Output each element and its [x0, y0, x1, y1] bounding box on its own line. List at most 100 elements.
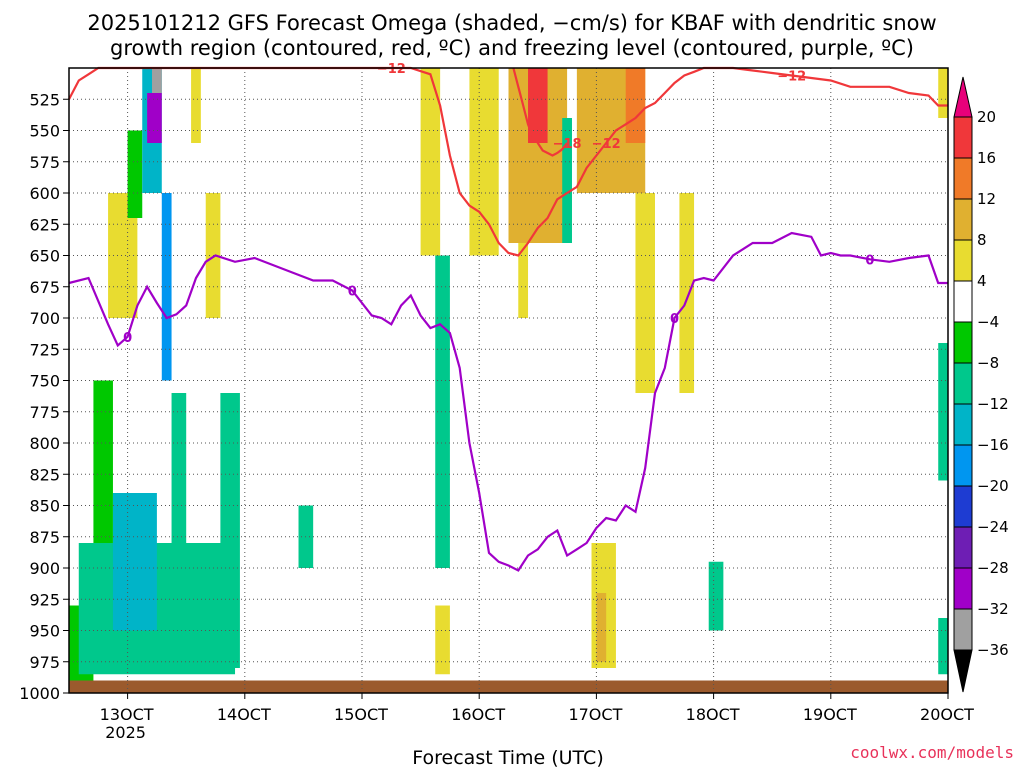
x-tick-label: 20OCT — [920, 705, 974, 724]
y-tick-label: 750 — [29, 372, 60, 391]
omega-patch — [152, 68, 162, 93]
colorbar-label: 20 — [977, 108, 996, 126]
x-tick-label: 14OCT — [217, 705, 271, 724]
colorbar-segment — [953, 362, 973, 405]
omega-patch — [518, 243, 529, 318]
y-tick-label: 600 — [29, 184, 60, 203]
freezing-level-contour-label: 0 — [123, 331, 132, 346]
colorbar-segment — [953, 239, 973, 282]
colorbar-segment — [953, 198, 973, 241]
y-tick-label: 925 — [29, 590, 60, 609]
omega-patch — [938, 618, 948, 675]
omega-patch — [171, 393, 187, 643]
colorbar-label: −32 — [977, 600, 1009, 618]
y-tick-label: 650 — [29, 247, 60, 266]
colorbar-label: −20 — [977, 477, 1009, 495]
omega-patch — [679, 193, 695, 393]
omega-patch — [161, 193, 172, 381]
omega-patch — [93, 380, 113, 543]
colorbar: 20 16 12 8 4 −4 −8 −12 −16 −20 −24 −28 −32 −36 — [953, 76, 1009, 693]
colorbar-bottom-arrow — [953, 649, 973, 693]
x-tick-label: 15OCT — [334, 705, 388, 724]
y-tick-label: 850 — [29, 497, 60, 516]
x-axis-label: Forecast Time (UTC) — [412, 747, 603, 768]
colorbar-segment — [953, 157, 973, 200]
surface-ground-band — [69, 680, 948, 693]
y-tick-label: 825 — [29, 465, 60, 484]
freezing-level-contour-label: 0 — [670, 312, 679, 327]
colorbar-segment — [953, 116, 973, 159]
colorbar-label: 12 — [977, 190, 996, 208]
x-tick-label: 17OCT — [568, 705, 622, 724]
freezing-level-contour-label: 0 — [865, 253, 874, 268]
y-tick-label: 775 — [29, 403, 60, 422]
omega-patch — [435, 255, 450, 568]
y-tick-label: 975 — [29, 653, 60, 672]
dgz-minus12-contour-label: −12 — [377, 62, 406, 77]
colorbar-segment — [953, 403, 973, 446]
colorbar-segment — [953, 321, 973, 364]
omega-patch — [435, 605, 450, 675]
omega-patch — [147, 93, 162, 143]
colorbar-segment — [953, 567, 973, 610]
y-tick-label: 875 — [29, 528, 60, 547]
colorbar-label: −16 — [977, 436, 1009, 454]
colorbar-top-arrow — [953, 76, 973, 118]
omega-patch — [596, 593, 607, 662]
y-tick-label: 900 — [29, 559, 60, 578]
colorbar-label: −28 — [977, 559, 1009, 577]
colorbar-segment — [953, 608, 973, 651]
omega-patch — [127, 130, 143, 218]
dgz-minus18-contour-label: −18 — [553, 137, 582, 152]
freezing-level-contour — [68, 231, 948, 572]
colorbar-segment — [953, 485, 973, 528]
colorbar-label: −4 — [977, 313, 999, 331]
omega-patch — [938, 68, 948, 118]
colorbar-label: 16 — [977, 149, 996, 167]
y-tick-label: 675 — [29, 278, 60, 297]
credit-link[interactable]: coolwx.com/models — [850, 743, 1014, 762]
colorbar-segment — [953, 444, 973, 487]
colorbar-segment — [953, 526, 973, 569]
colorbar-label: −24 — [977, 518, 1009, 536]
omega-patch — [528, 68, 548, 143]
y-tick-label: 525 — [29, 90, 60, 109]
omega-patch — [635, 193, 655, 393]
chart-title-line-1: 2025101212 GFS Forecast Omega (shaded, −… — [87, 11, 936, 35]
x-tick-label: 13OCT — [100, 705, 154, 724]
colorbar-label: −36 — [977, 641, 1009, 659]
y-tick-label: 575 — [29, 153, 60, 172]
y-tick-label: 550 — [29, 122, 60, 141]
x-tick-label: 18OCT — [686, 705, 740, 724]
omega-patch — [708, 561, 724, 631]
grid-lines — [69, 68, 948, 693]
y-tick-label: 950 — [29, 622, 60, 641]
colorbar-label: −8 — [977, 354, 999, 372]
freezing-level-contour-label: 0 — [348, 285, 357, 300]
omega-patch — [938, 343, 948, 481]
chart-title-line-2: growth region (contoured, red, ºC) and f… — [110, 36, 914, 60]
omega-patch — [191, 68, 201, 143]
omega-patch — [220, 393, 240, 668]
y-tick-label: 625 — [29, 215, 60, 234]
x-tick-label: 16OCT — [451, 705, 505, 724]
omega-patch — [420, 68, 441, 256]
y-tick-label: 725 — [29, 340, 60, 359]
dgz-minus12-contour-label: −12 — [592, 137, 621, 152]
colorbar-label: 8 — [977, 231, 987, 249]
colorbar-label: −12 — [977, 395, 1009, 413]
x-tick-label: 19OCT — [803, 705, 857, 724]
omega-shading — [69, 68, 948, 693]
colorbar-label: 4 — [977, 272, 987, 290]
x-tick-year-label: 2025 — [105, 723, 146, 742]
colorbar-segment — [953, 280, 973, 323]
omega-patch — [562, 118, 572, 243]
y-tick-label: 700 — [29, 309, 60, 328]
dgz-minus12-contour-label: −12 — [777, 70, 806, 85]
y-tick-label: 1000 — [19, 684, 60, 703]
omega-patch — [625, 68, 646, 143]
y-axis-ticks: 525 550 575 600 625 650 675 700 725 750 775 800 825 8… — [19, 90, 69, 703]
omega-patch — [112, 493, 157, 631]
